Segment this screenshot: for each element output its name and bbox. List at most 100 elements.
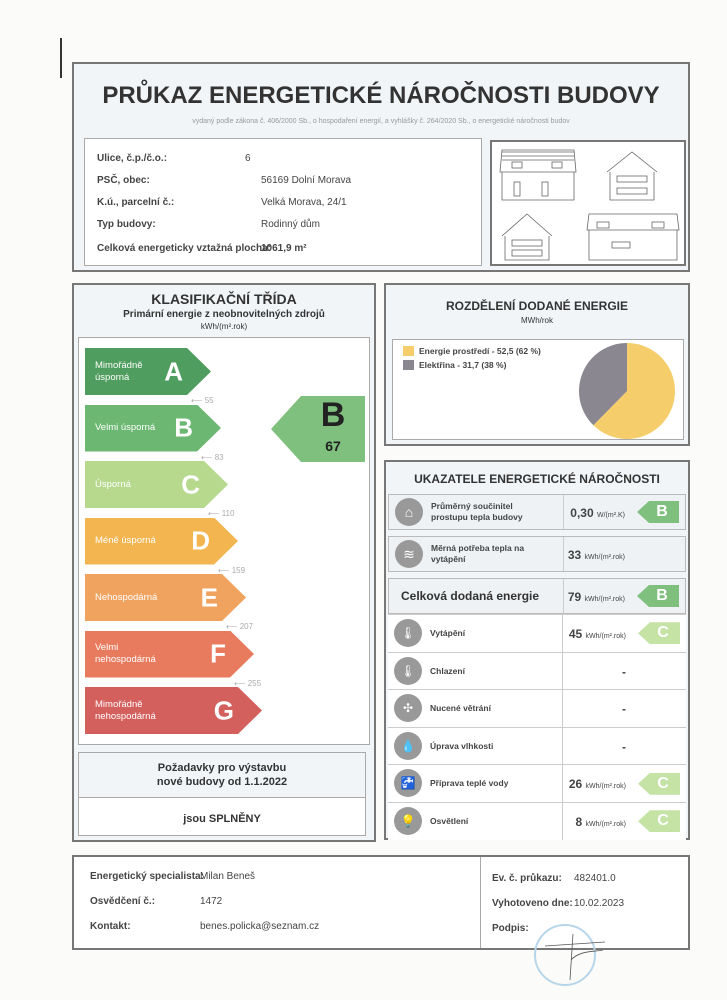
indicator-value: -: [622, 739, 626, 754]
distribution-unit: MWh/rok: [521, 316, 553, 325]
class-badge: C: [638, 622, 680, 645]
indicator-label: Měrná potřeba tepla na vytápění: [431, 543, 525, 564]
class-bar-c: Úsporná C: [85, 461, 228, 508]
building-field-value: 56169 Dolní Morava: [261, 175, 352, 186]
requirements-line2: nové budovy od 1.1.2022: [156, 776, 288, 788]
indicator-row: ≋ Měrná potřeba tepla na vytápění 33 kWh/(…: [388, 536, 686, 572]
distribution-pie: [579, 343, 675, 439]
class-threshold: ⟵ 110: [208, 509, 235, 518]
indicator-value: 8: [575, 815, 583, 829]
class-bar-g: Mimořádně nehospodárná G: [85, 687, 262, 734]
legend-swatch: [403, 346, 414, 356]
footer-value: Milan Beneš: [200, 871, 256, 882]
indicator-row: ✣ Nucené větrání -: [388, 689, 686, 727]
building-field-label: Ulice, č.p./č.o.:: [97, 153, 168, 164]
class-letter: G: [213, 695, 234, 725]
class-bar-e: Nehospodárná E: [85, 574, 246, 621]
requirements-text: Požadavky pro výstavbu nové budovy od 1.…: [79, 761, 365, 789]
class-label: Méně úsporná: [95, 535, 156, 546]
classification-section: KLASIFIKAČNÍ TŘÍDA Primární energie z ne…: [72, 283, 376, 842]
class-label: Velmi úsporná: [95, 422, 156, 433]
indicator-row: 💡 Osvětlení 8 kWh/(m².rok) C: [388, 802, 686, 840]
indicator-label: Úprava vlhkosti: [430, 740, 494, 751]
class-label: Mimořádně úsporná: [95, 359, 143, 383]
thermometer-heating-icon: 🌡: [394, 619, 422, 647]
class-bar-f: Velmi nehospodárná F: [85, 631, 254, 678]
page-title: PRŮKAZ ENERGETICKÉ NÁROČNOSTI BUDOVY: [102, 82, 660, 109]
indicator-label: Příprava teplé vody: [430, 778, 509, 789]
building-field-value: Velká Morava, 24/1: [261, 197, 347, 208]
footer-value: 1472: [200, 896, 223, 907]
classification-unit: kWh/(m².rok): [200, 322, 248, 331]
distribution-chart: Energie prostředí - 52,5 (62 %) Elektřina…: [392, 339, 684, 440]
scan-mark: [60, 38, 62, 78]
total-energy-row: Celková dodaná energie 79 kWh/(m².rok) B: [388, 578, 686, 614]
indicator-label: Osvětlení: [430, 816, 469, 826]
threshold-value: 55: [204, 396, 214, 405]
footer-value: benes.policka@seznam.cz: [200, 921, 320, 932]
building-field-value: 6: [245, 153, 251, 164]
legend-swatch: [403, 360, 414, 370]
footer-label: Ev. č. průkazu:: [492, 873, 562, 884]
class-label: Velmi nehospodárná: [95, 642, 156, 665]
indicator-unit: kWh/(m².rok): [584, 554, 625, 561]
heat-demand-icon: ≋: [395, 540, 423, 568]
indicator-row: 🌡 Vytápění 45 kWh/(m².rok) C: [388, 614, 686, 652]
class-letter: D: [191, 525, 210, 556]
footer-value: 10.02.2023: [574, 898, 625, 909]
footer-label: Vyhotoveno dne:: [492, 898, 573, 909]
humidity-icon: 💧: [394, 731, 422, 760]
threshold-value: 83: [214, 452, 224, 462]
indicator-value: -: [622, 702, 626, 717]
area-label: Celková energeticky vztažná plocha:: [97, 243, 271, 254]
indicator-row: 🚰 Příprava teplé vody 26 kWh/(m².rok) C: [388, 764, 686, 802]
class-label: Mimořádně nehospodárná: [95, 698, 156, 722]
indicator-value: 45: [568, 627, 583, 641]
indicator-value: -: [622, 664, 626, 679]
class-letter: A: [164, 356, 183, 386]
indicator-value: 26: [568, 777, 583, 792]
indicator-value: 33: [567, 548, 582, 562]
class-badge: B: [637, 501, 679, 523]
indicator-row: 💧 Úprava vlhkosti -: [388, 726, 686, 765]
class-bar-b: Velmi úsporná B: [85, 405, 221, 452]
class-threshold: ⟵ 83: [201, 452, 224, 462]
result-class-arrow: B 67: [271, 396, 365, 462]
header-section: PRŮKAZ ENERGETICKÉ NÁROČNOSTI BUDOVY vyd…: [72, 62, 690, 272]
class-threshold: ⟵ 159: [218, 565, 246, 575]
indicator-row: 🌡 Chlazení -: [388, 651, 686, 690]
pie-slice-0: [593, 343, 675, 439]
pie-slice-1: [579, 343, 627, 426]
requirements-result: jsou SPLNĚNY: [183, 813, 261, 825]
total-energy-value: 79: [567, 590, 582, 604]
classification-title: KLASIFIKAČNÍ TŘÍDA: [151, 291, 297, 307]
class-letter: B: [174, 412, 193, 443]
class-bar-a: Mimořádně úsporná A: [85, 348, 211, 395]
indicator-unit: kWh/(m².rok): [585, 783, 626, 791]
class-bar-d: Méně úsporná D: [85, 518, 238, 565]
legend-label: Elektřina - 31,7 (38 %): [419, 360, 507, 370]
building-info: Ulice, č.p./č.o.: 6 PSČ, obec: 56169 Dolní …: [84, 138, 482, 266]
indicator-unit: kWh/(m².rok): [585, 821, 626, 828]
class-badge: B: [637, 585, 679, 607]
class-badge: C: [638, 772, 680, 795]
class-threshold: ⟵ 255: [234, 678, 262, 688]
indicator-value: 0,30: [570, 506, 594, 520]
class-label: Úsporná: [95, 478, 131, 490]
indicators-section: UKAZATELE ENERGETICKÉ NÁROČNOSTI ⌂ Průměr…: [384, 460, 690, 840]
footer-label: Podpis:: [492, 923, 529, 934]
footer-value: 482401.0: [574, 873, 616, 884]
house-icon: ⌂: [395, 498, 423, 526]
stamp-signature: [534, 924, 605, 986]
legend-label: Energie prostředí - 52,5 (62 %): [419, 346, 541, 356]
thermometer-cooling-icon: 🌡: [394, 656, 422, 685]
threshold-value: 159: [231, 565, 246, 575]
indicator-label: Chlazení: [430, 665, 465, 676]
area-value: 1061,9 m²: [261, 243, 307, 254]
result-class-letter: B: [320, 396, 346, 434]
footer-label: Energetický specialista:: [90, 871, 204, 882]
requirements-box: Požadavky pro výstavbu nové budovy od 1.…: [78, 752, 366, 836]
indicator-label: Nucené větrání: [430, 703, 491, 714]
indicator-unit: W/(m².K): [597, 512, 625, 519]
indicator-label: Průměrný součinitel prostupu tepla budov…: [431, 501, 523, 522]
